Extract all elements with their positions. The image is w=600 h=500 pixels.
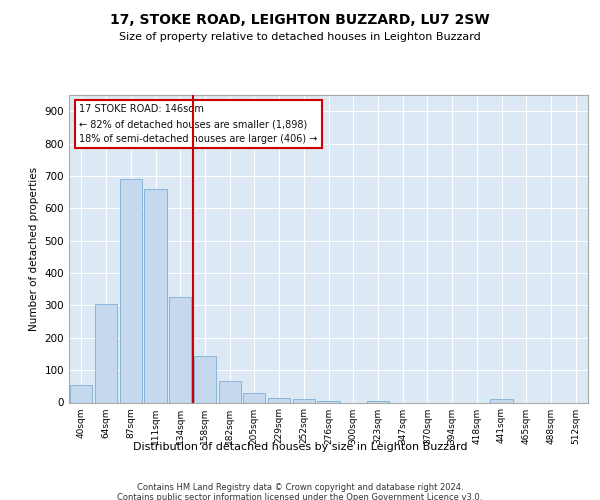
Text: Size of property relative to detached houses in Leighton Buzzard: Size of property relative to detached ho…: [119, 32, 481, 42]
Bar: [317, 401, 340, 402]
Bar: [194, 356, 216, 403]
Text: 17 STOKE ROAD: 146sqm
← 82% of detached houses are smaller (1,898)
18% of semi-d: 17 STOKE ROAD: 146sqm ← 82% of detached …: [79, 104, 318, 144]
Bar: [169, 298, 191, 403]
Bar: [367, 401, 389, 402]
Y-axis label: Number of detached properties: Number of detached properties: [29, 166, 39, 331]
Bar: [293, 400, 315, 402]
Bar: [119, 179, 142, 402]
Bar: [145, 189, 167, 402]
Bar: [243, 393, 265, 402]
Text: Contains public sector information licensed under the Open Government Licence v3: Contains public sector information licen…: [118, 492, 482, 500]
Bar: [490, 400, 512, 402]
Text: Contains HM Land Registry data © Crown copyright and database right 2024.: Contains HM Land Registry data © Crown c…: [137, 482, 463, 492]
Text: 17, STOKE ROAD, LEIGHTON BUZZARD, LU7 2SW: 17, STOKE ROAD, LEIGHTON BUZZARD, LU7 2S…: [110, 12, 490, 26]
Bar: [268, 398, 290, 402]
Bar: [95, 304, 117, 402]
Bar: [218, 382, 241, 402]
Bar: [70, 384, 92, 402]
Text: Distribution of detached houses by size in Leighton Buzzard: Distribution of detached houses by size …: [133, 442, 467, 452]
